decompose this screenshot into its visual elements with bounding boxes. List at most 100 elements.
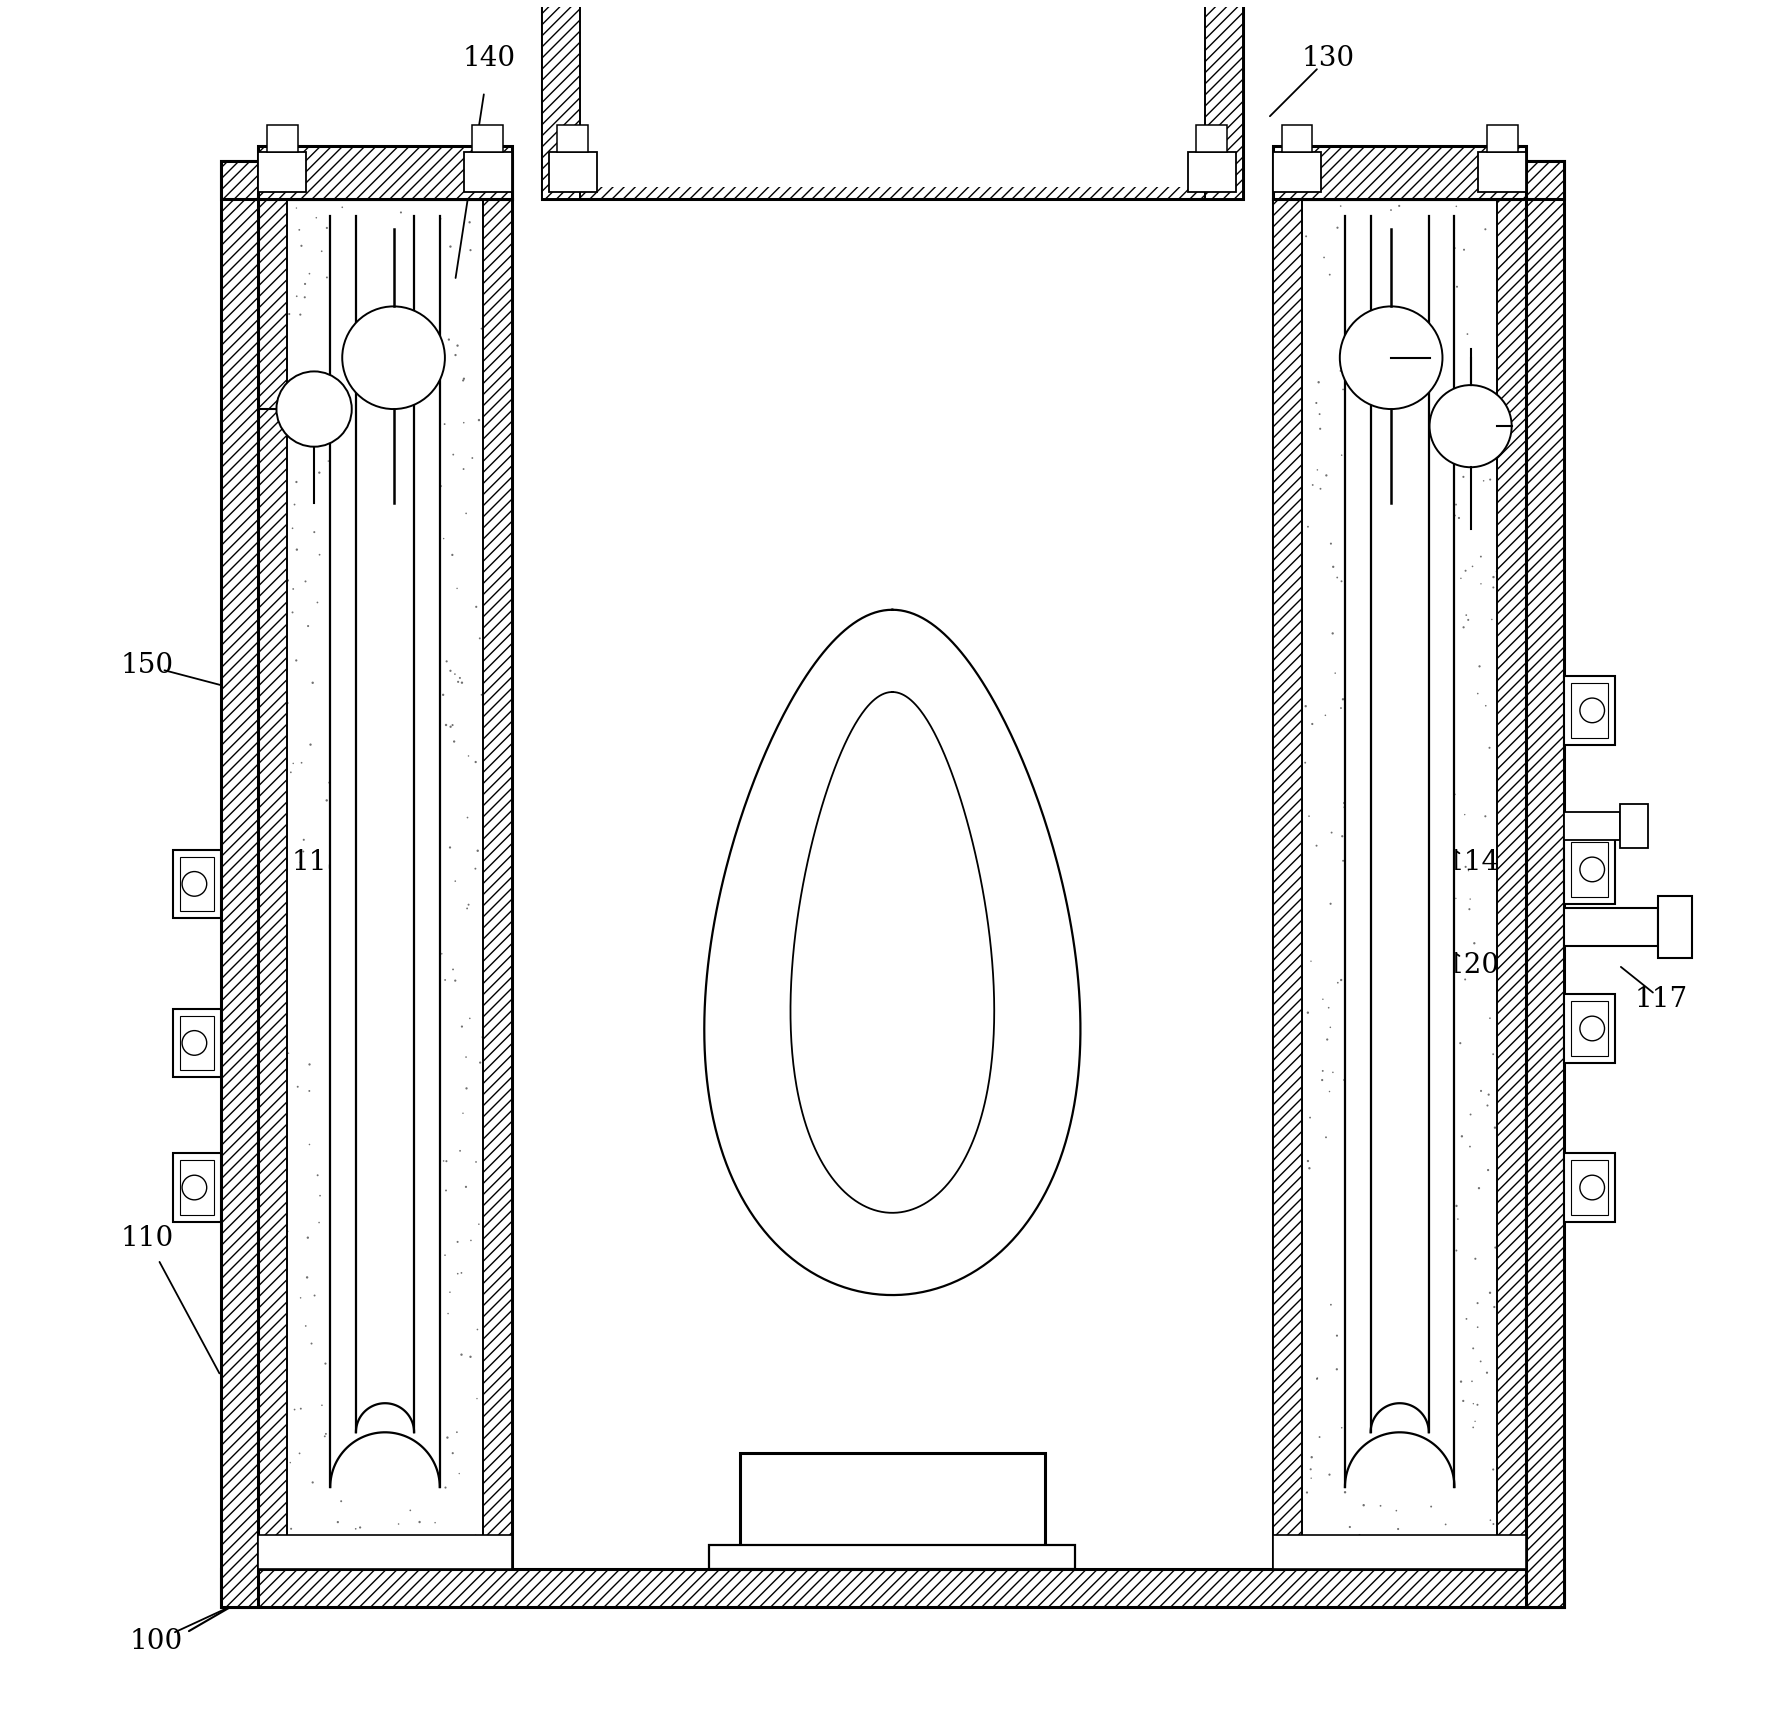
Point: [390, 1228, 419, 1256]
Point: [1451, 1306, 1479, 1333]
Point: [1447, 1123, 1475, 1151]
Point: [417, 1542, 446, 1570]
Point: [326, 1487, 355, 1515]
Point: [1431, 323, 1459, 350]
Point: [413, 1402, 442, 1430]
Point: [1451, 557, 1479, 585]
Point: [1459, 1245, 1488, 1273]
Point: [340, 1444, 369, 1471]
Point: [1449, 614, 1477, 642]
Text: 150: 150: [121, 652, 173, 680]
Point: [1360, 1190, 1388, 1218]
Point: [406, 405, 435, 433]
Point: [431, 1176, 460, 1204]
Point: [1454, 895, 1483, 923]
Point: [1386, 1090, 1415, 1118]
Point: [326, 785, 355, 812]
Point: [1477, 1456, 1506, 1484]
Bar: [267, 124, 298, 152]
Point: [488, 1121, 517, 1149]
Point: [1392, 445, 1420, 473]
Point: [1336, 626, 1365, 654]
Point: [337, 1082, 365, 1109]
Point: [1329, 1092, 1358, 1120]
Point: [1459, 1408, 1488, 1435]
Point: [381, 716, 410, 743]
Point: [1424, 973, 1452, 1000]
Point: [299, 1282, 328, 1309]
Point: [405, 1408, 433, 1435]
Point: [303, 588, 331, 616]
Point: [337, 526, 365, 554]
Bar: [709, 1544, 1075, 1570]
Point: [444, 1228, 472, 1256]
Bar: [258, 198, 1525, 1570]
Point: [298, 1468, 326, 1496]
Point: [1488, 1511, 1516, 1539]
Point: [1483, 1516, 1511, 1544]
Point: [333, 833, 362, 861]
Point: [266, 666, 294, 693]
Point: [1356, 1414, 1385, 1442]
Point: [465, 1523, 494, 1551]
Point: [257, 521, 285, 549]
Point: [1386, 1166, 1415, 1194]
Point: [1278, 1025, 1306, 1052]
Point: [1276, 376, 1304, 404]
Point: [1411, 393, 1440, 421]
Point: [1326, 693, 1354, 721]
Point: [1427, 1459, 1456, 1487]
Bar: [173, 1154, 221, 1221]
Point: [451, 1173, 479, 1201]
Point: [301, 204, 330, 231]
Point: [1426, 229, 1454, 257]
Point: [433, 647, 462, 674]
Point: [447, 669, 476, 697]
Point: [312, 264, 340, 292]
Point: [380, 1104, 408, 1132]
Point: [278, 599, 307, 626]
Point: [374, 821, 403, 849]
Point: [290, 568, 319, 595]
Point: [444, 1259, 472, 1287]
Point: [401, 1042, 429, 1070]
Point: [344, 307, 372, 335]
Point: [1484, 628, 1513, 656]
Point: [405, 1508, 433, 1535]
Point: [488, 1249, 517, 1276]
Point: [1340, 933, 1369, 961]
Point: [1417, 1492, 1445, 1520]
Point: [321, 806, 349, 833]
Point: [324, 1427, 353, 1454]
Point: [1452, 393, 1481, 421]
Point: [349, 1197, 378, 1225]
Point: [1402, 502, 1431, 530]
Point: [1458, 1390, 1486, 1418]
Point: [380, 504, 408, 531]
Point: [1401, 1075, 1429, 1102]
Point: [1326, 568, 1354, 595]
Point: [447, 1259, 476, 1287]
Point: [438, 442, 467, 469]
Point: [1481, 557, 1509, 585]
Point: [1292, 223, 1320, 250]
Point: [1329, 790, 1358, 818]
Point: [362, 405, 390, 433]
Point: [356, 462, 385, 490]
Point: [1483, 1358, 1511, 1385]
Point: [463, 1385, 492, 1413]
Point: [257, 483, 285, 511]
Point: [1440, 235, 1468, 262]
Point: [469, 752, 497, 780]
Point: [1358, 1468, 1386, 1496]
Point: [451, 500, 479, 528]
Point: [1451, 602, 1479, 630]
Point: [1456, 1101, 1484, 1128]
Point: [1367, 238, 1395, 266]
Point: [1342, 1002, 1370, 1030]
Point: [1296, 947, 1324, 975]
Point: [463, 837, 492, 864]
Point: [458, 445, 486, 473]
Point: [305, 1182, 333, 1209]
Point: [274, 300, 303, 328]
